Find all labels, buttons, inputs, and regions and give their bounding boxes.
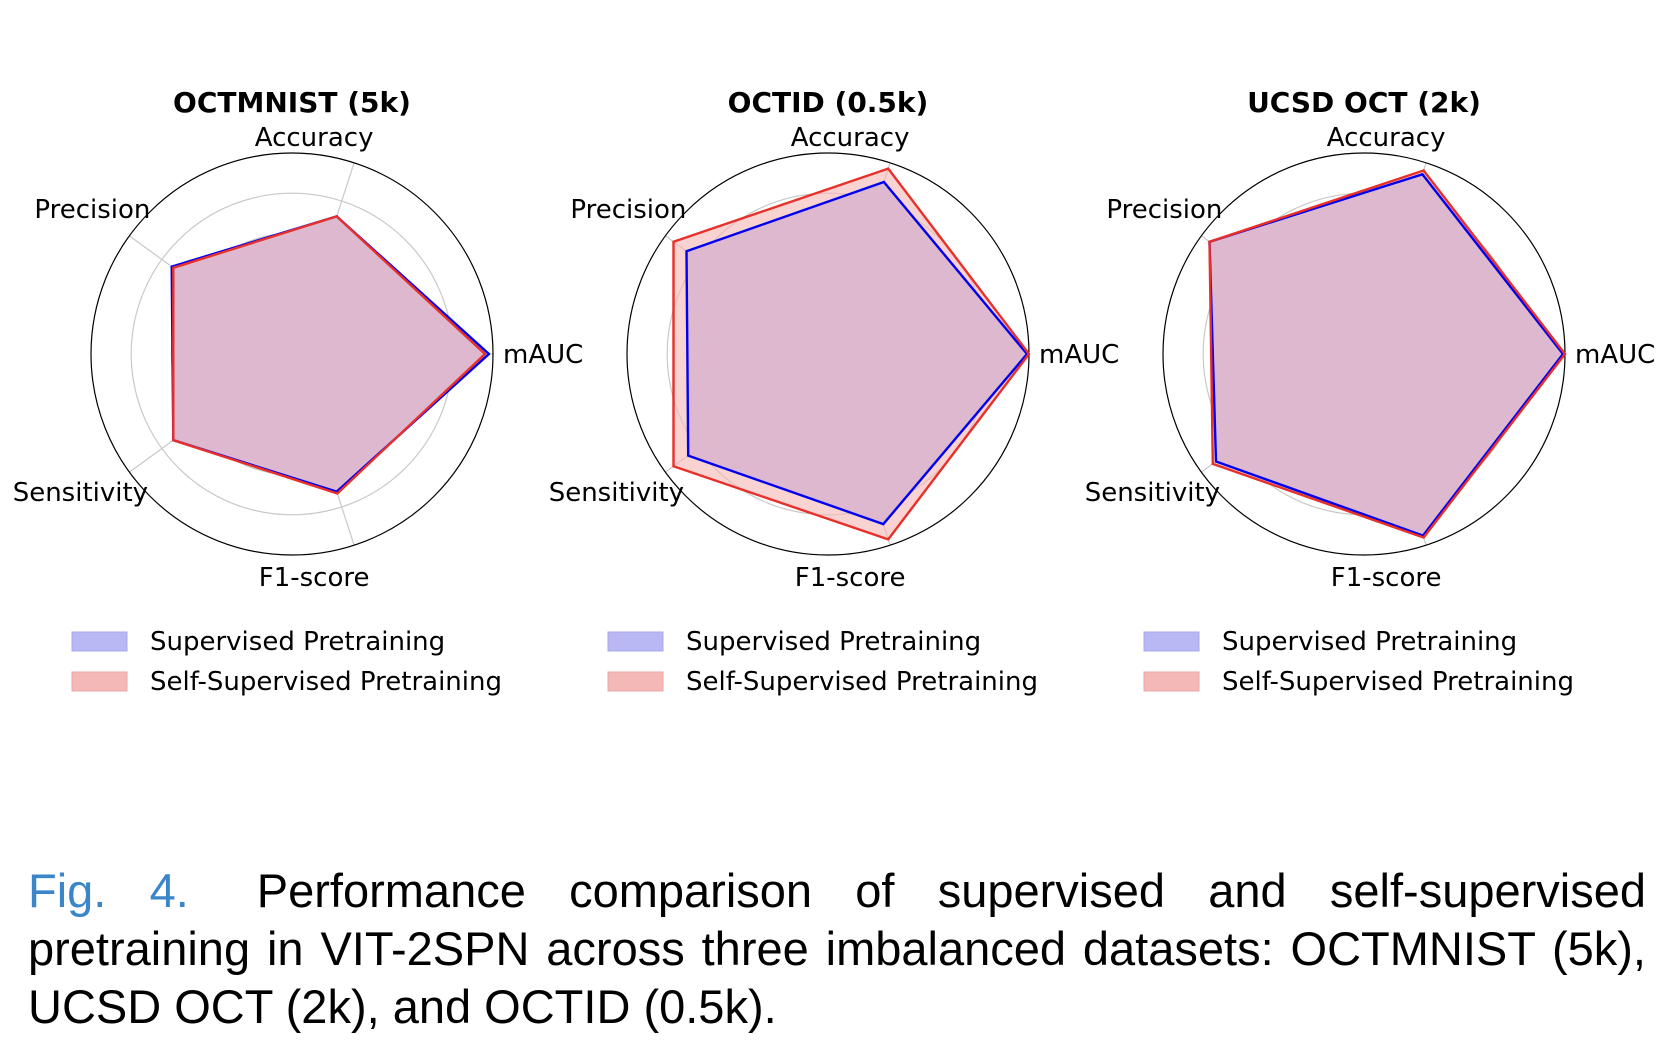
chart-title: OCTID (0.5k) (728, 86, 929, 119)
data-point-self-supervised-pretraining-accuracy (335, 215, 338, 218)
legend-swatch-supervised-pretraining (1143, 631, 1200, 652)
series-line-self-supervised-pretraining (172, 215, 487, 495)
data-point-supervised-pretraining-accuracy (1421, 173, 1424, 176)
legend-swatch-supervised-pretraining (607, 631, 664, 652)
figure-caption: Fig. 4. Performance comparison of supervi… (28, 862, 1646, 1036)
chart-title: OCTMNIST (5k) (173, 86, 411, 119)
radar-chart-octid-0-5k: mAUC Accuracy Precision Sensitivity F1-score… (549, 86, 1120, 697)
data-point-self-supervised-pretraining-mauc (1027, 352, 1031, 356)
axis-label-accuracy: Accuracy (791, 123, 910, 153)
data-point-self-supervised-pretraining-f1-score (336, 492, 339, 495)
axis-label-mauc: mAUC (1039, 340, 1119, 370)
data-point-supervised-pretraining-precision (685, 250, 688, 253)
axis-label-precision: Precision (34, 195, 150, 225)
axis-label-f1-score: F1-score (259, 563, 370, 593)
legend-swatch-self-supervised-pretraining (1143, 671, 1200, 692)
legend-label-supervised-pretraining: Supervised Pretraining (1222, 627, 1517, 657)
data-point-self-supervised-pretraining-f1-score (1422, 536, 1425, 539)
series-area-self-supervised-pretraining (673, 168, 1029, 540)
data-point-supervised-pretraining-sensitivity (686, 454, 690, 457)
figure-label: Fig. 4. (28, 864, 189, 917)
axis-label-precision: Precision (570, 195, 686, 225)
data-point-supervised-pretraining-sensitivity (1214, 460, 1218, 463)
series-line-supervised-pretraining (685, 180, 1029, 526)
data-point-self-supervised-pretraining-accuracy (1422, 169, 1425, 172)
axis-label-sensitivity: Sensitivity (549, 478, 684, 508)
data-point-self-supervised-pretraining-accuracy (887, 167, 890, 170)
axis-label-mauc: mAUC (503, 340, 583, 370)
axis-label-precision: Precision (1106, 195, 1222, 225)
axis-label-sensitivity: Sensitivity (13, 478, 148, 508)
axis-label-sensitivity: Sensitivity (1085, 478, 1220, 508)
legend-swatch-supervised-pretraining (71, 631, 128, 652)
series-area-self-supervised-pretraining (1209, 170, 1565, 538)
legend-label-self-supervised-pretraining: Self-Supervised Pretraining (686, 667, 1038, 697)
data-point-self-supervised-pretraining-precision (1208, 240, 1211, 243)
data-point-supervised-pretraining-accuracy (882, 180, 886, 184)
legend-swatch-self-supervised-pretraining (71, 671, 128, 692)
data-point-self-supervised-pretraining-f1-score (887, 538, 890, 541)
axis-label-f1-score: F1-score (795, 563, 906, 593)
legend-swatch-self-supervised-pretraining (607, 671, 664, 692)
data-point-self-supervised-pretraining-mauc (483, 352, 487, 356)
legend-label-self-supervised-pretraining: Self-Supervised Pretraining (150, 667, 502, 697)
figure-caption-text: Performance comparison of supervised and… (28, 864, 1646, 1033)
series-line-supervised-pretraining (1208, 173, 1565, 537)
data-point-self-supervised-pretraining-sensitivity (172, 439, 175, 442)
legend-label-supervised-pretraining: Supervised Pretraining (150, 627, 445, 657)
data-point-self-supervised-pretraining-sensitivity (1211, 462, 1214, 466)
data-point-self-supervised-pretraining-precision (172, 266, 175, 269)
data-point-supervised-pretraining-mauc (487, 352, 491, 356)
data-point-self-supervised-pretraining-precision (672, 240, 675, 243)
legend-label-self-supervised-pretraining: Self-Supervised Pretraining (1222, 667, 1574, 697)
axis-label-mauc: mAUC (1575, 340, 1655, 370)
outer-frame (90, 152, 494, 556)
axis-label-accuracy: Accuracy (255, 123, 374, 153)
axis-label-accuracy: Accuracy (1327, 123, 1446, 153)
data-point-self-supervised-pretraining-mauc (1563, 352, 1567, 356)
radar-chart-octmnist-5k: mAUC Accuracy Precision Sensitivity F1-score… (13, 86, 584, 697)
radar-chart-ucsd-oct-2k: mAUC Accuracy Precision Sensitivity F1-score… (1085, 86, 1656, 697)
legend-label-supervised-pretraining: Supervised Pretraining (686, 627, 981, 657)
radar-charts-figure: mAUC Accuracy Precision Sensitivity F1-score… (13, 86, 1656, 697)
series-line-self-supervised-pretraining (672, 167, 1031, 541)
axis-label-f1-score: F1-score (1331, 563, 1442, 593)
data-point-supervised-pretraining-f1-score (882, 522, 885, 526)
series-line-self-supervised-pretraining (1208, 169, 1567, 539)
data-point-self-supervised-pretraining-sensitivity (672, 465, 675, 468)
series-area-self-supervised-pretraining (173, 216, 486, 494)
chart-title: UCSD OCT (2k) (1247, 86, 1481, 119)
